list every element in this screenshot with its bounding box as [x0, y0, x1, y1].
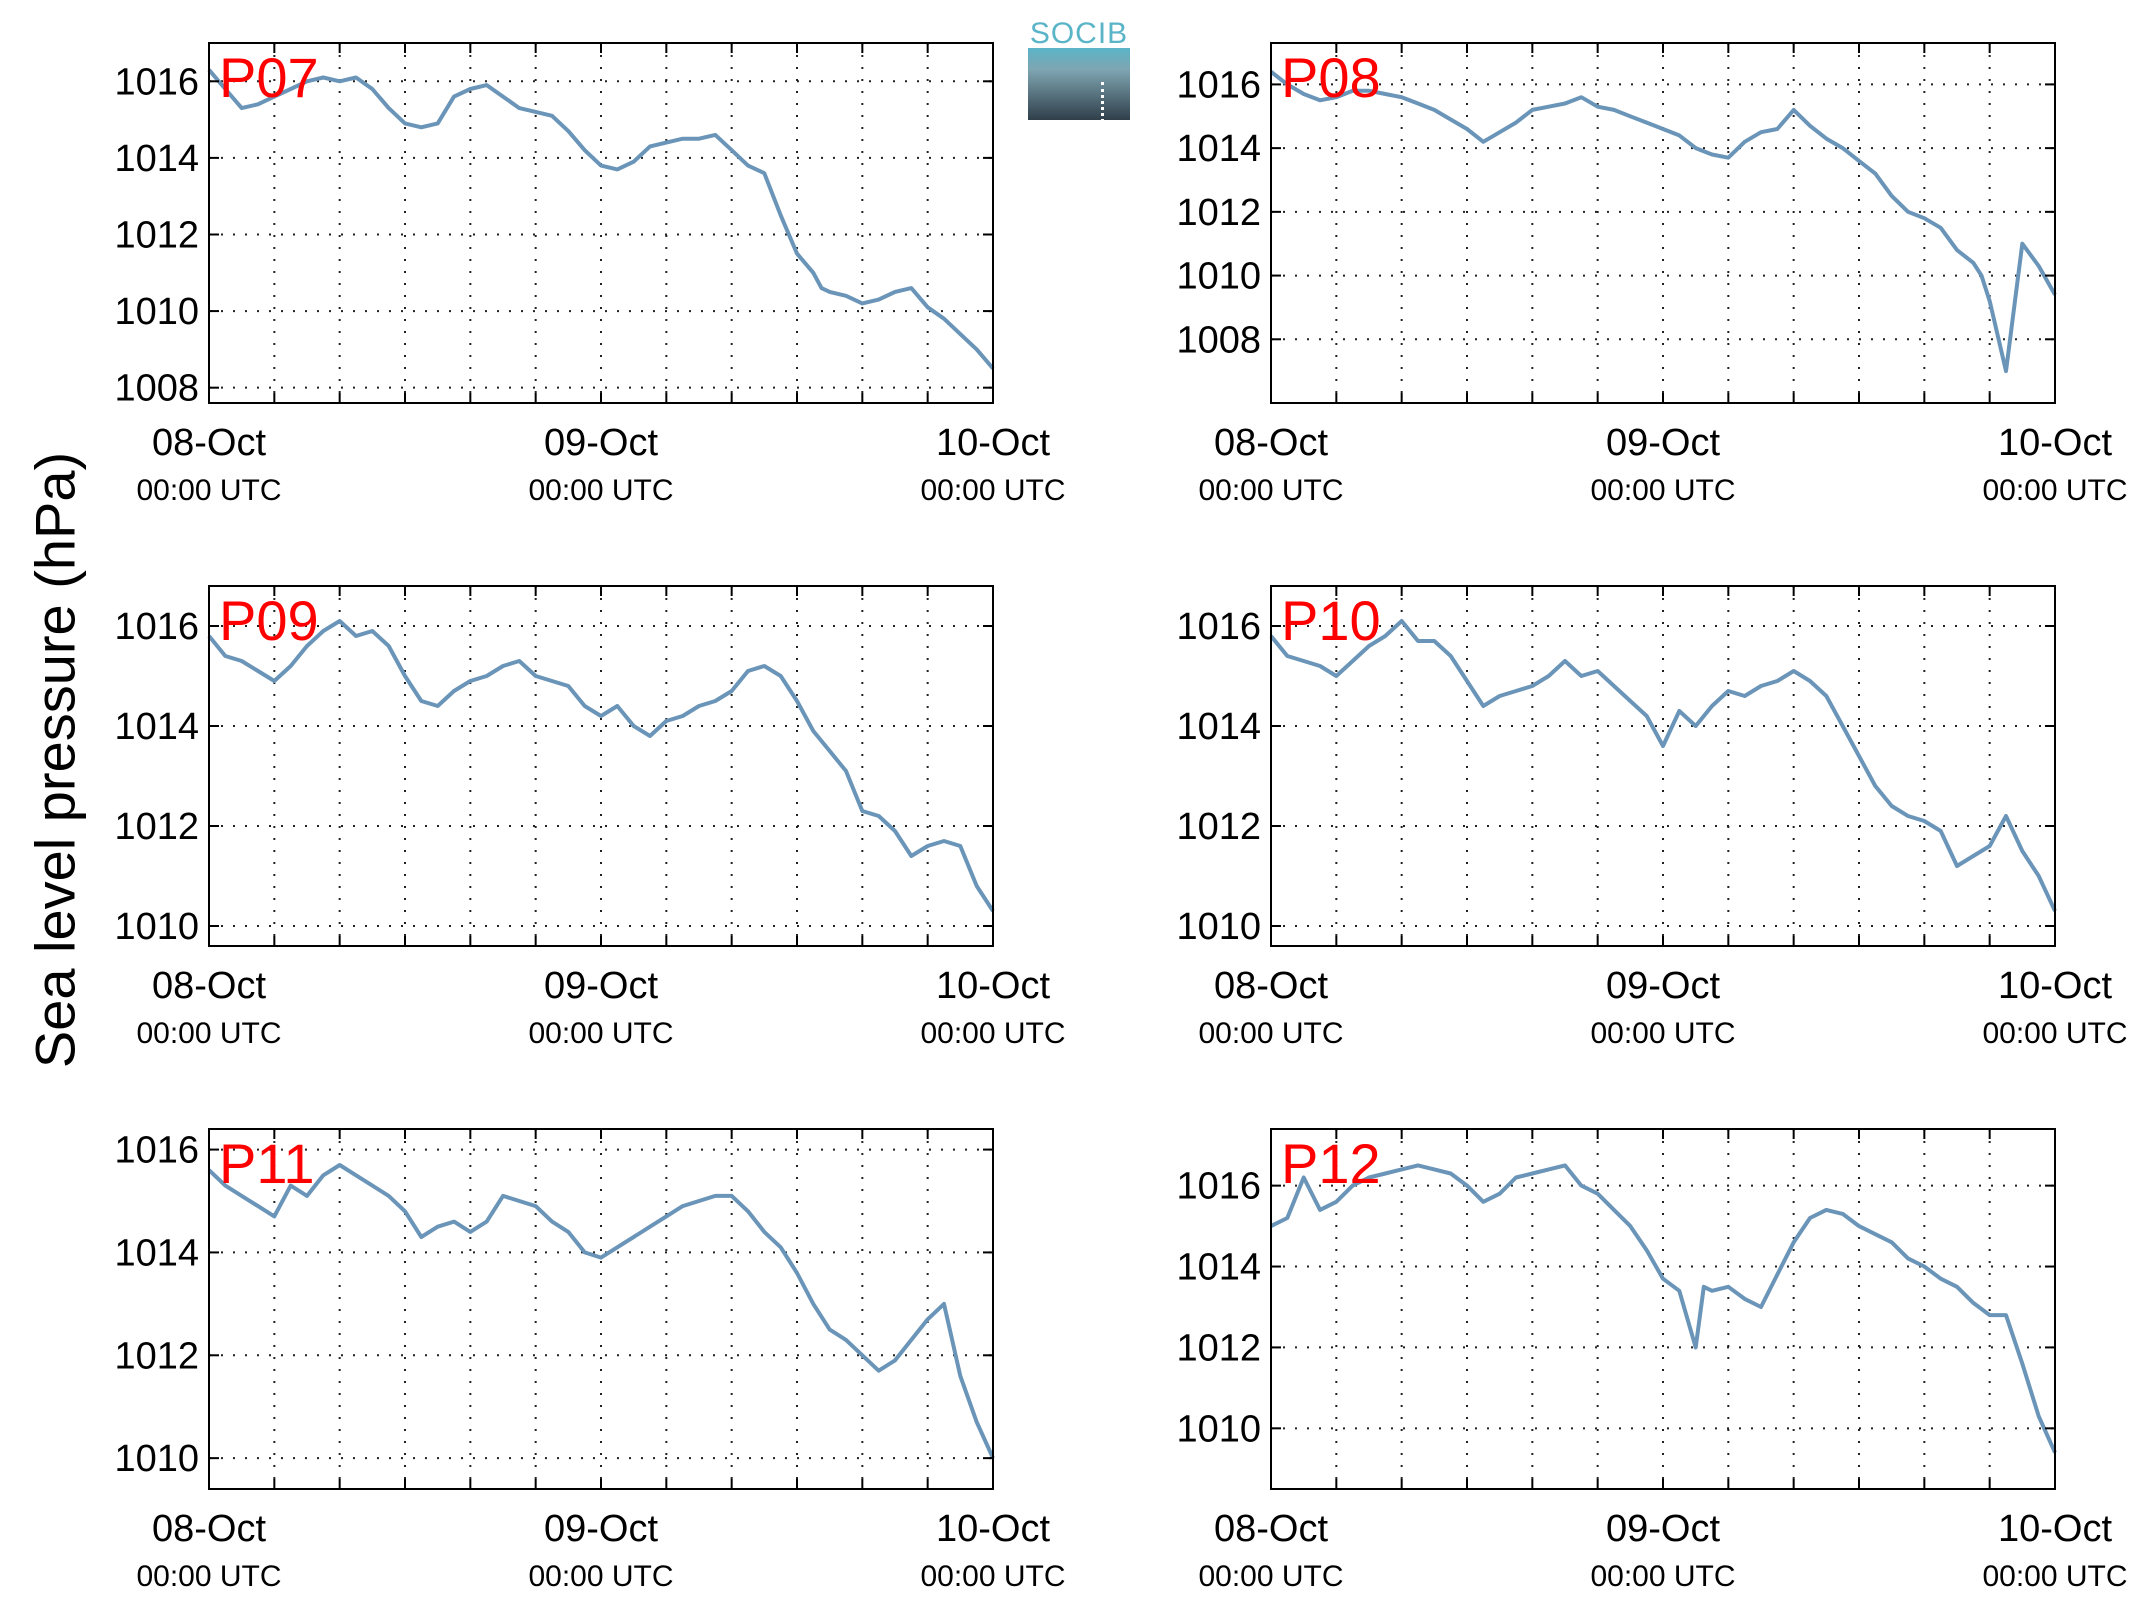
y-tick-label: 1016 — [114, 1130, 199, 1172]
x-tick-label-date: 08-Oct — [152, 422, 266, 464]
x-tick-label-time: 00:00 UTC — [136, 1017, 281, 1050]
x-tick-label-date: 10-Oct — [1998, 965, 2112, 1007]
x-tick-label-time: 00:00 UTC — [1198, 1560, 1343, 1593]
y-tick-label: 1012 — [1176, 1327, 1261, 1369]
x-tick-label-date: 09-Oct — [544, 965, 658, 1007]
y-tick-label: 1012 — [114, 1335, 199, 1377]
series-line — [207, 1163, 995, 1459]
y-tick-label: 1012 — [1176, 806, 1261, 848]
x-tick-label-time: 00:00 UTC — [1198, 1017, 1343, 1050]
panel-title: P07 — [219, 46, 319, 109]
series-line — [1270, 1163, 2057, 1454]
x-tick-label-time: 00:00 UTC — [920, 1017, 1065, 1050]
y-tick-label: 1014 — [114, 706, 199, 748]
y-tick-label: 1016 — [114, 606, 199, 648]
panel-title: P12 — [1281, 1132, 1381, 1195]
y-tick-label: 1014 — [1176, 706, 1261, 748]
y-axis-title: Sea level pressure (hPa) — [23, 451, 87, 1069]
x-tick-label-date: 09-Oct — [544, 1508, 658, 1550]
panel-title: P09 — [219, 589, 319, 652]
x-tick-label-time: 00:00 UTC — [528, 1017, 673, 1050]
panel-title: P10 — [1281, 589, 1381, 652]
x-tick-label-date: 09-Oct — [1606, 965, 1720, 1007]
x-tick-label-time: 00:00 UTC — [1590, 1560, 1735, 1593]
socib-logo: SOCIB — [1028, 17, 1130, 122]
x-tick-label-time: 00:00 UTC — [1982, 1560, 2127, 1593]
series-line — [1269, 70, 2057, 374]
y-tick-label: 1012 — [1176, 192, 1261, 234]
y-tick-label: 1016 — [1176, 606, 1261, 648]
y-tick-label: 1008 — [1176, 319, 1261, 361]
panel-p07: 1008 1010 1012 1014 1016 08-Oct 00:00 UTC 09-Oc… — [114, 42, 1066, 507]
y-tick-label: 1016 — [1176, 1166, 1261, 1208]
series-line — [207, 619, 995, 913]
x-tick-label-date: 08-Oct — [152, 965, 266, 1007]
x-tick-label-date: 09-Oct — [1606, 422, 1720, 464]
x-tick-label-time: 00:00 UTC — [920, 474, 1065, 507]
y-tick-label: 1014 — [1176, 128, 1261, 170]
logo-text: SOCIB — [1029, 17, 1129, 50]
series-line — [207, 68, 995, 370]
x-tick-label-time: 00:00 UTC — [136, 1560, 281, 1593]
x-tick-label-date: 09-Oct — [1606, 1508, 1720, 1550]
y-tick-label: 1010 — [114, 906, 199, 948]
y-tick-label: 1012 — [114, 806, 199, 848]
x-tick-label-date: 10-Oct — [1998, 1508, 2112, 1550]
x-tick-label-time: 00:00 UTC — [1982, 474, 2127, 507]
x-tick-label-time: 00:00 UTC — [528, 474, 673, 507]
y-tick-label: 1010 — [1176, 256, 1261, 298]
y-tick-label: 1016 — [1176, 64, 1261, 106]
x-tick-label-date: 09-Oct — [544, 422, 658, 464]
x-tick-label-date: 10-Oct — [936, 1508, 1050, 1550]
y-tick-label: 1010 — [114, 1438, 199, 1480]
y-tick-label: 1014 — [114, 1232, 199, 1274]
x-tick-label-date: 10-Oct — [1998, 422, 2112, 464]
y-tick-label: 1008 — [114, 368, 199, 410]
panel-p09: 1010 1012 1014 1016 08-Oct 00:00 UTC 09-Oct 00:… — [114, 585, 1066, 1050]
logo-graphic — [1028, 48, 1130, 122]
panel-p11: 1010 1012 1014 1016 08-Oct 00:00 UTC 09-Oct 00:… — [114, 1128, 1066, 1593]
y-tick-label: 1012 — [114, 214, 199, 256]
x-tick-label-time: 00:00 UTC — [136, 474, 281, 507]
y-tick-label: 1010 — [114, 291, 199, 333]
y-tick-label: 1014 — [1176, 1247, 1261, 1289]
y-tick-label: 1014 — [114, 138, 199, 180]
x-tick-label-date: 08-Oct — [1214, 422, 1328, 464]
y-tick-label: 1016 — [114, 61, 199, 103]
x-tick-label-time: 00:00 UTC — [920, 1560, 1065, 1593]
panel-title: P08 — [1281, 46, 1381, 109]
x-tick-label-time: 00:00 UTC — [1982, 1017, 2127, 1050]
x-tick-label-date: 08-Oct — [1214, 1508, 1328, 1550]
panel-p08: 1008 1010 1012 1014 1016 08-Oct 00:00 UTC 09-Oc… — [1176, 42, 2128, 507]
x-tick-label-date: 08-Oct — [1214, 965, 1328, 1007]
x-tick-label-date: 10-Oct — [936, 965, 1050, 1007]
x-tick-label-date: 10-Oct — [936, 422, 1050, 464]
x-tick-label-time: 00:00 UTC — [1590, 1017, 1735, 1050]
series-line — [1269, 619, 2057, 912]
panel-p12: 1010 1012 1014 1016 08-Oct 00:00 UTC 09-Oct 00:… — [1176, 1128, 2128, 1593]
panel-p10: 1010 1012 1014 1016 08-Oct 00:00 UTC 09-Oct 00:… — [1176, 585, 2128, 1050]
x-tick-label-time: 00:00 UTC — [1590, 474, 1735, 507]
y-tick-label: 1010 — [1176, 906, 1261, 948]
y-tick-label: 1010 — [1176, 1408, 1261, 1450]
panel-title: P11 — [219, 1132, 314, 1195]
x-tick-label-time: 00:00 UTC — [1198, 474, 1343, 507]
x-tick-label-date: 08-Oct — [152, 1508, 266, 1550]
x-tick-label-time: 00:00 UTC — [528, 1560, 673, 1593]
